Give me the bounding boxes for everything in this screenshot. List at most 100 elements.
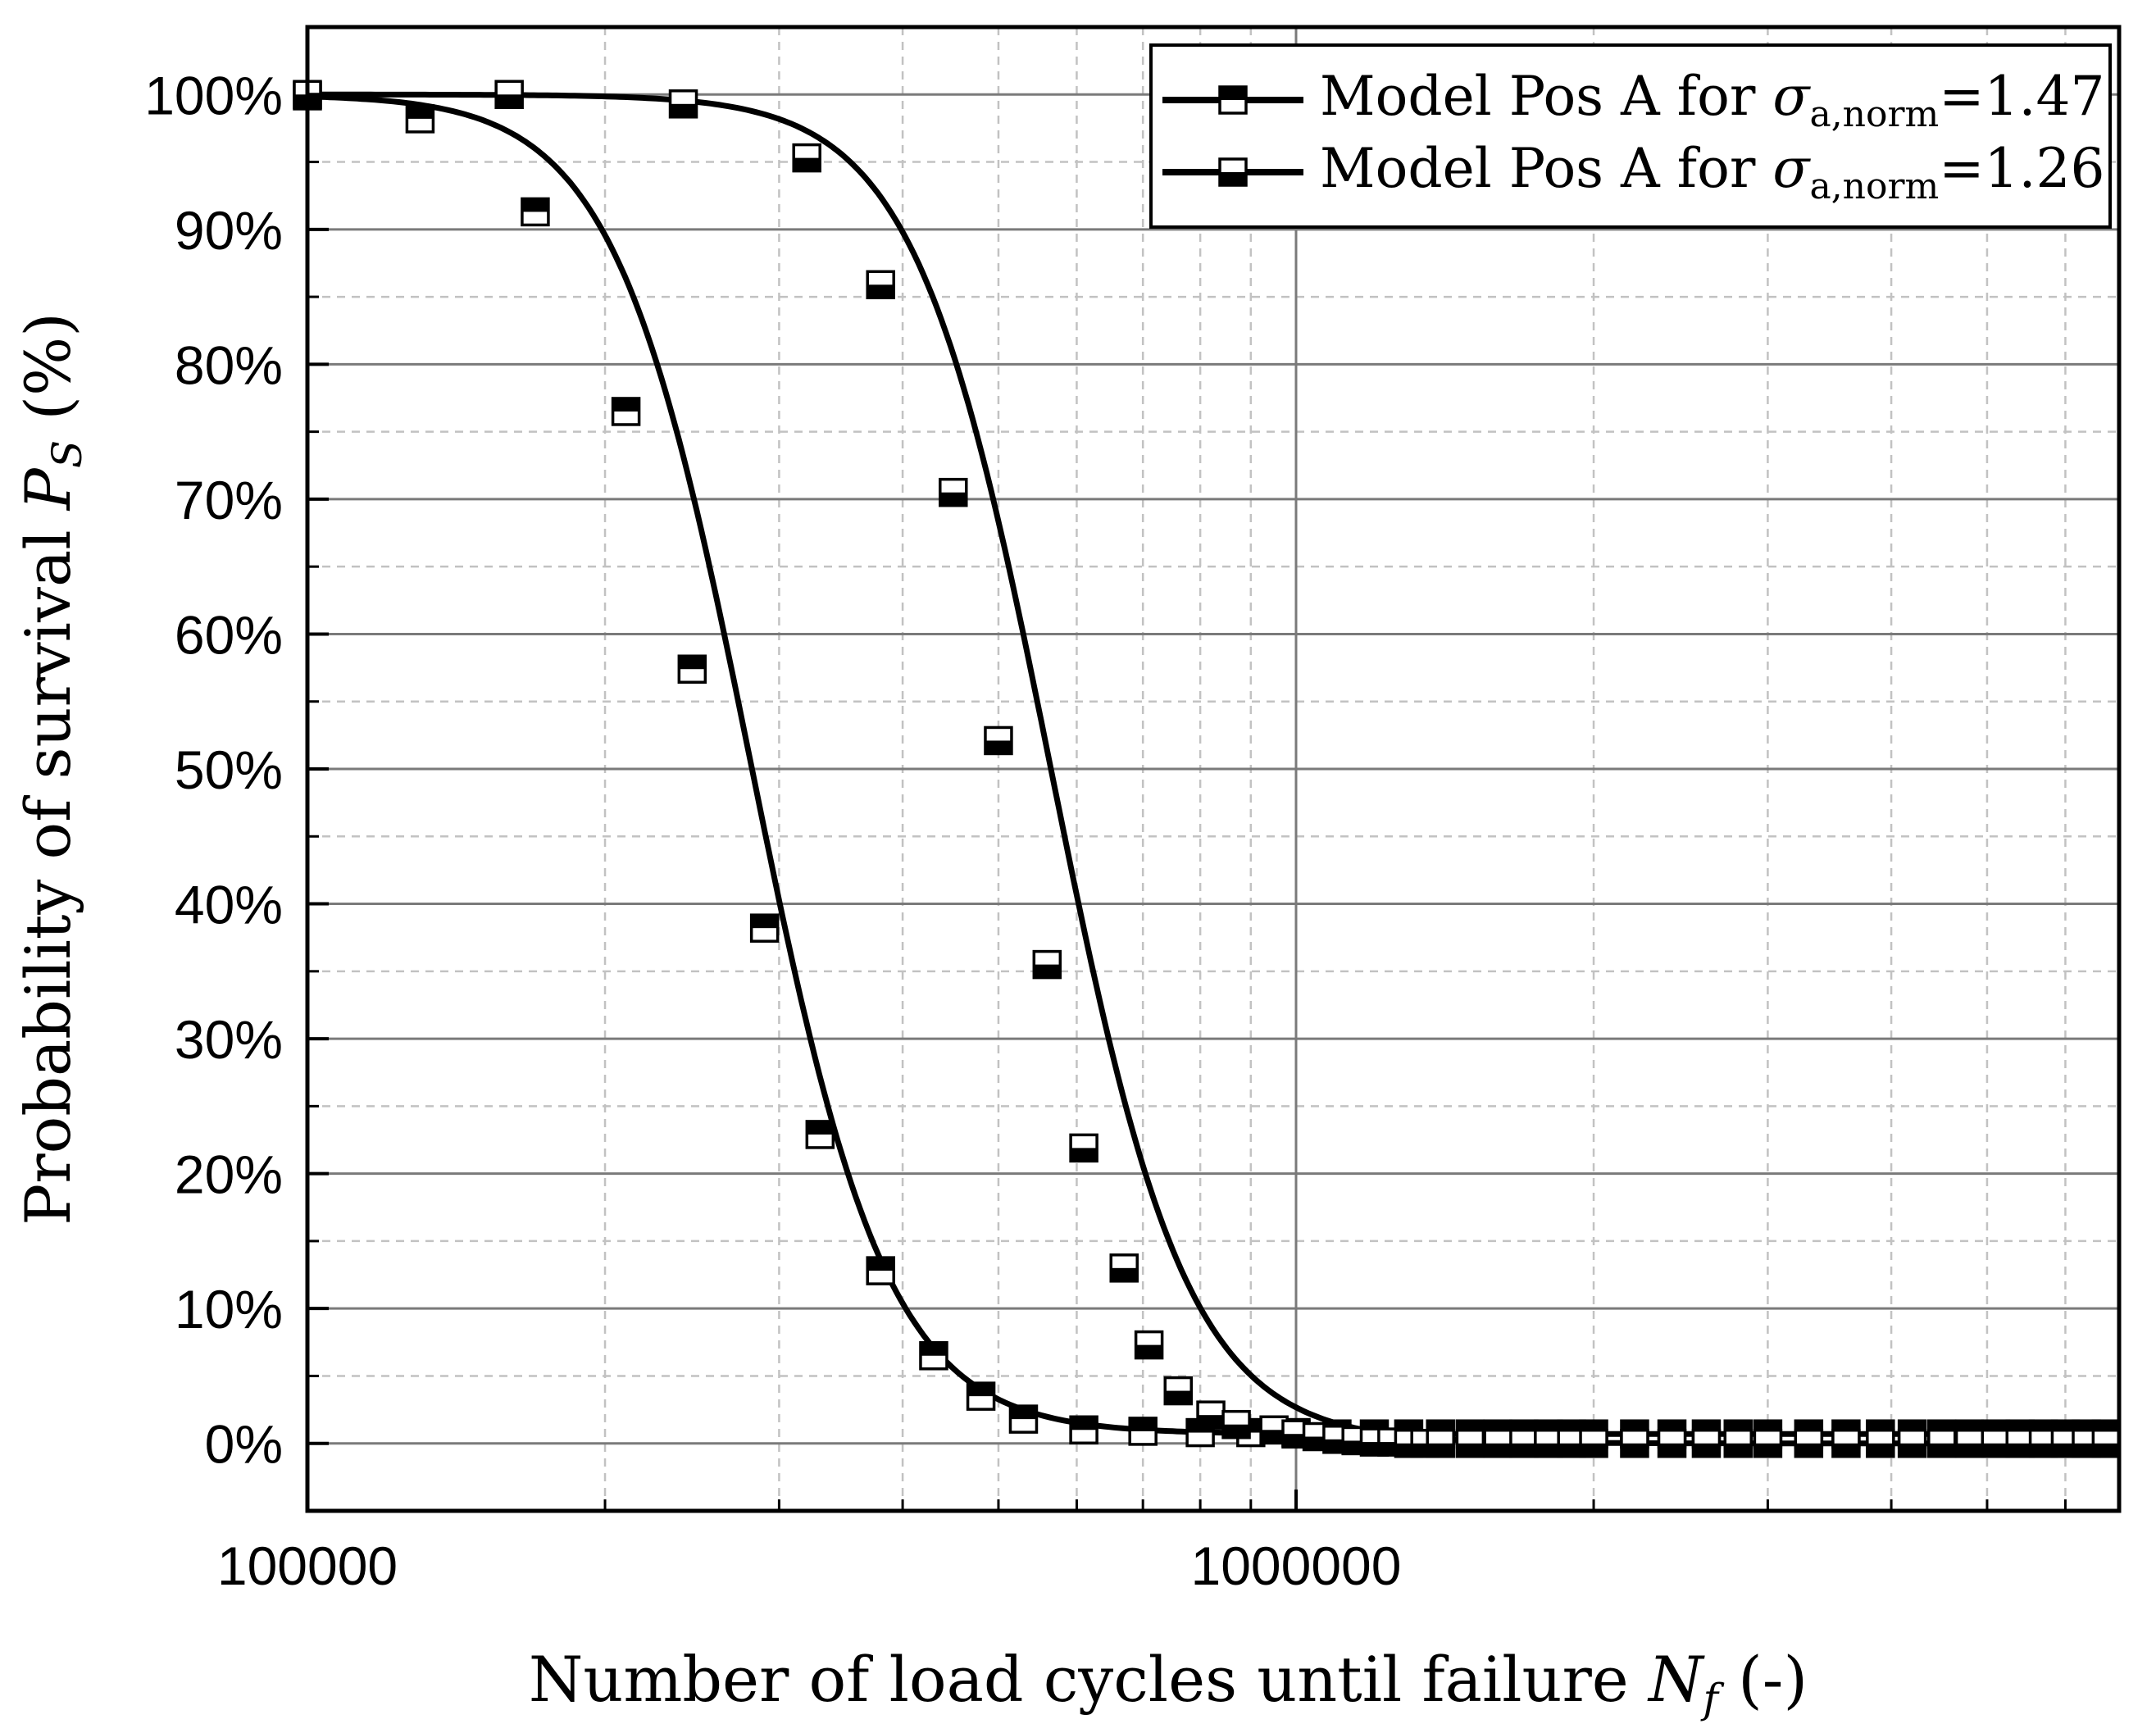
marker-outline (1866, 1428, 1895, 1458)
series-2-point (1866, 1428, 1895, 1458)
x-tick-label: 100000 (217, 1535, 398, 1596)
marker-fill (939, 492, 967, 506)
series-2-point (1426, 1428, 1455, 1458)
marker-fill (867, 284, 894, 298)
y-tick-label: 20% (175, 1144, 283, 1205)
marker-fill (1832, 1443, 1859, 1457)
marker-fill (1010, 1406, 1037, 1420)
marker-outline (939, 477, 968, 507)
legend-marker-square (1218, 85, 1248, 115)
marker-outline (792, 143, 821, 173)
marker-outline (521, 197, 550, 227)
y-tick-label: 50% (175, 739, 283, 800)
y-tick-label: 30% (175, 1009, 283, 1070)
marker-fill (1071, 1417, 1098, 1431)
legend-marker-square (1218, 157, 1248, 187)
marker-fill (612, 398, 639, 412)
marker-fill (751, 915, 778, 929)
tick-labels: 0% 10% 20% 30% 40% 50% 60% 70% 80% 90% 100% 100000 1… (144, 65, 1401, 1596)
y-axis-label-symbol: P (11, 466, 84, 512)
series-2-point (1753, 1428, 1783, 1458)
y-tick-label: 0% (205, 1414, 283, 1475)
series-1-point (521, 197, 550, 227)
marker-outline (1032, 949, 1062, 980)
y-axis-label-text: Probability of survival (11, 510, 84, 1226)
marker-outline (1069, 1133, 1098, 1163)
y-axis-label-unit: (%) (11, 312, 84, 440)
y-tick-label: 70% (175, 470, 283, 530)
marker-outline (611, 397, 641, 426)
series-2-point (1620, 1428, 1649, 1458)
series-2-point (1069, 1133, 1098, 1163)
series-2-point (1954, 1428, 1985, 1458)
marker-outline (1221, 1409, 1251, 1440)
legend-marker-series-2 (1218, 157, 1248, 187)
marker-fill (1165, 1390, 1192, 1404)
series-2-point (1691, 1428, 1722, 1458)
marker-fill (1581, 1443, 1608, 1457)
series-2-point (1483, 1428, 1512, 1458)
marker-outline (866, 1256, 895, 1285)
y-tick-label: 10% (175, 1279, 283, 1340)
marker-fill (1220, 172, 1246, 185)
marker-outline (866, 270, 895, 300)
series-2-point (1794, 1428, 1824, 1458)
legend-box (1149, 43, 2112, 229)
series-2-point (1657, 1428, 1687, 1458)
series-2-point (866, 270, 895, 300)
marker-outline (668, 89, 698, 119)
marker-fill (1220, 87, 1246, 100)
marker-fill (1198, 1415, 1225, 1429)
marker-outline (749, 913, 780, 943)
marker-fill (1130, 1417, 1157, 1431)
y-axis-label-subscript: S (43, 440, 91, 468)
series-2-point (1221, 1409, 1251, 1440)
series-2-point (1723, 1428, 1753, 1458)
marker-fill (1111, 1267, 1138, 1281)
series-1-point (1008, 1404, 1039, 1434)
marker-fill (1535, 1443, 1562, 1457)
series-1-point (405, 104, 435, 134)
legend-label-series-2: Model Pos A for σa,norm=1.26 (1320, 137, 2105, 207)
marker-outline (1128, 1417, 1158, 1446)
marker-fill (1693, 1443, 1720, 1457)
x-axis-label: Number of load cycles until failure Nf (… (529, 1643, 1808, 1722)
marker-fill (1510, 1443, 1537, 1457)
marker-fill (920, 1342, 947, 1356)
series-1-point (611, 397, 641, 426)
series-1-point (866, 1256, 895, 1285)
series-1-point (805, 1120, 835, 1149)
series-2-point (2091, 1428, 2122, 1458)
y-tick-label: 80% (175, 334, 283, 395)
marker-fill (985, 740, 1012, 754)
series-2-point (984, 725, 1013, 756)
legend-label-series-2-text: Model Pos A for (1320, 137, 1772, 200)
marker-outline (1927, 1428, 1957, 1458)
series-2-point (1509, 1428, 1539, 1458)
y-tick-label: 90% (175, 200, 283, 261)
marker-fill (1261, 1430, 1288, 1444)
marker-outline (1218, 85, 1248, 115)
axis-ticks (306, 93, 2067, 1511)
series-layer (293, 80, 2122, 1458)
series-2-point (1196, 1400, 1226, 1430)
marker-outline (1008, 1404, 1039, 1434)
marker-fill (1223, 1424, 1250, 1438)
marker-fill (679, 656, 706, 670)
marker-fill (2093, 1443, 2120, 1457)
series-2-point (1455, 1428, 1485, 1458)
y-tick-label: 40% (175, 875, 283, 935)
marker-fill (807, 1121, 834, 1135)
marker-fill (407, 105, 434, 119)
major-gridlines (306, 27, 2119, 1511)
marker-fill (1899, 1443, 1926, 1457)
series-2-point (1831, 1428, 1861, 1458)
marker-fill (1485, 1443, 1512, 1457)
marker-fill (1034, 964, 1061, 978)
series-1-point (677, 654, 707, 684)
x-axis-label-text: Number of load cycles until failure (529, 1643, 1649, 1716)
series-2-point (1163, 1376, 1194, 1406)
marker-outline (1134, 1330, 1164, 1360)
